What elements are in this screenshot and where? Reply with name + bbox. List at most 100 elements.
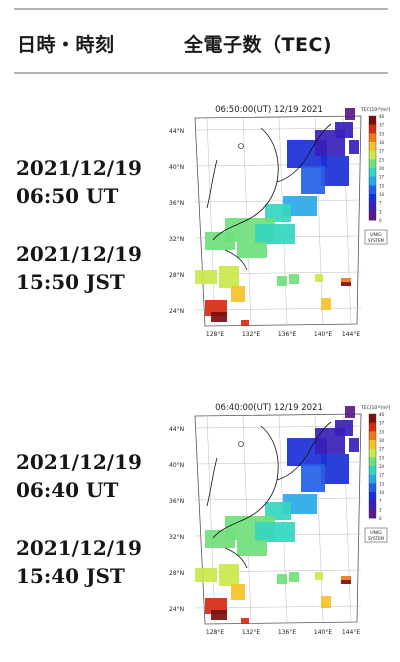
colorbar-tick: 33 <box>379 429 385 434</box>
tec-map: 06:40:00(UT) 12/19 2021 TEC[10¹⁶/m²] 44°N 4… <box>169 403 391 636</box>
date-jst: 2021/12/19 <box>16 242 142 266</box>
tec-cell <box>283 494 317 514</box>
graticule-lat <box>194 497 362 501</box>
graticule-lat <box>194 199 362 203</box>
lat-label: 44°N <box>169 426 184 433</box>
logo-line2: SYSTEM <box>368 238 384 243</box>
colorbar-tick: 17 <box>379 175 385 180</box>
colorbar-tick: 37 <box>379 123 385 128</box>
lat-label: 40°N <box>169 462 184 469</box>
tec-cell <box>289 572 299 582</box>
colorbar-segment <box>369 448 376 458</box>
tec-cell <box>219 564 239 586</box>
tec-cell <box>255 224 295 244</box>
colorbar-tick: 13 <box>379 183 385 188</box>
colorbar-segment <box>369 124 376 134</box>
colorbar-tick: 20 <box>379 464 385 469</box>
colorbar-segment <box>369 431 376 441</box>
lat-label: 24°N <box>169 308 184 315</box>
colorbar-segment <box>369 194 376 204</box>
tec-cell <box>341 278 351 282</box>
tec-cell <box>205 530 235 548</box>
colorbar-tick: 30 <box>379 438 385 443</box>
graticule-lat <box>194 127 362 131</box>
tec-cell <box>277 574 287 584</box>
coastline <box>206 123 332 271</box>
tec-cell <box>241 618 249 624</box>
lon-label: 136°E <box>278 331 296 338</box>
tec-cell <box>315 572 323 580</box>
colorbar-segment <box>369 422 376 432</box>
colorbar-segment <box>369 150 376 160</box>
logo-line2: SYSTEM <box>368 536 384 541</box>
tec-cell <box>335 122 353 138</box>
tec-cell <box>301 464 325 492</box>
lat-label: 40°N <box>169 164 184 171</box>
colorbar-tick: 33 <box>379 131 385 136</box>
lon-label: 144°E <box>342 629 360 636</box>
tec-cell <box>341 580 351 584</box>
lon-label: 132°E <box>242 629 260 636</box>
time-jst: 15:40 JST <box>16 564 125 588</box>
date-ut: 2021/12/19 <box>16 450 142 474</box>
tec-cell <box>321 596 331 608</box>
tec-cell <box>283 196 317 216</box>
tec-cell <box>231 584 245 600</box>
colorbar-tick: 40 <box>379 114 385 119</box>
colorbar-tick: 10 <box>379 192 385 197</box>
colorbar-segment <box>369 159 376 169</box>
tec-cell <box>219 266 239 288</box>
colorbar-frame <box>368 413 377 519</box>
tec-cell <box>255 522 295 542</box>
colorbar-segment <box>369 457 376 467</box>
colorbar-tick: 17 <box>379 473 385 478</box>
table-row: 2021/12/19 06:40 UT 2021/12/19 15:40 JST… <box>0 398 400 638</box>
colorbar-segment <box>369 414 376 424</box>
colorbar-tick: 13 <box>379 481 385 486</box>
lon-label: 128°E <box>206 629 224 636</box>
lat-label: 36°N <box>169 200 184 207</box>
colorbar-segment <box>369 202 376 212</box>
colorbar-tick: 0 <box>379 218 382 223</box>
tec-cell <box>265 204 291 222</box>
logo-box <box>364 229 388 245</box>
colorbar-tick: 3 <box>379 209 382 214</box>
colorbar-tick: 37 <box>379 421 385 426</box>
map-title: 06:40:00(UT) 12/19 2021 <box>215 403 323 413</box>
tec-cell <box>237 540 267 556</box>
graticule-lon <box>206 117 216 325</box>
colorbar-segment <box>369 116 376 126</box>
colorbar-segment <box>369 500 376 510</box>
colorbar-segment <box>369 509 376 519</box>
tec-cell <box>195 270 217 284</box>
map-plot <box>194 406 362 625</box>
date-jst: 2021/12/19 <box>16 536 142 560</box>
colorbar-tick: 3 <box>379 507 382 512</box>
lat-label: 28°N <box>169 570 184 577</box>
colorbar-segment <box>369 142 376 152</box>
lon-label: 132°E <box>242 331 260 338</box>
colorbar-tick: 27 <box>379 149 385 154</box>
colorbar-unit: TEC[10¹⁶/m²] <box>360 107 391 113</box>
colorbar-segment <box>369 492 376 502</box>
tec-cell <box>321 156 349 186</box>
colorbar-tick: 7 <box>379 201 382 206</box>
lat-label: 32°N <box>169 534 184 541</box>
colorbar-tick: 23 <box>379 455 385 460</box>
table-header: 日時・時刻 全電子数（TEC) <box>14 8 388 74</box>
tec-cell <box>195 568 217 582</box>
colorbar-tick: 27 <box>379 447 385 452</box>
colorbar-tick: 23 <box>379 157 385 162</box>
tec-cell <box>345 406 355 418</box>
lon-label: 140°E <box>314 331 332 338</box>
tec-cell <box>341 282 351 286</box>
header-datetime: 日時・時刻 <box>17 34 115 56</box>
tec-cell <box>241 320 249 326</box>
time-ut: 06:40 UT <box>16 478 119 502</box>
colorbar-segment <box>369 211 376 221</box>
logo-box <box>364 527 388 543</box>
tec-cell <box>315 274 323 282</box>
